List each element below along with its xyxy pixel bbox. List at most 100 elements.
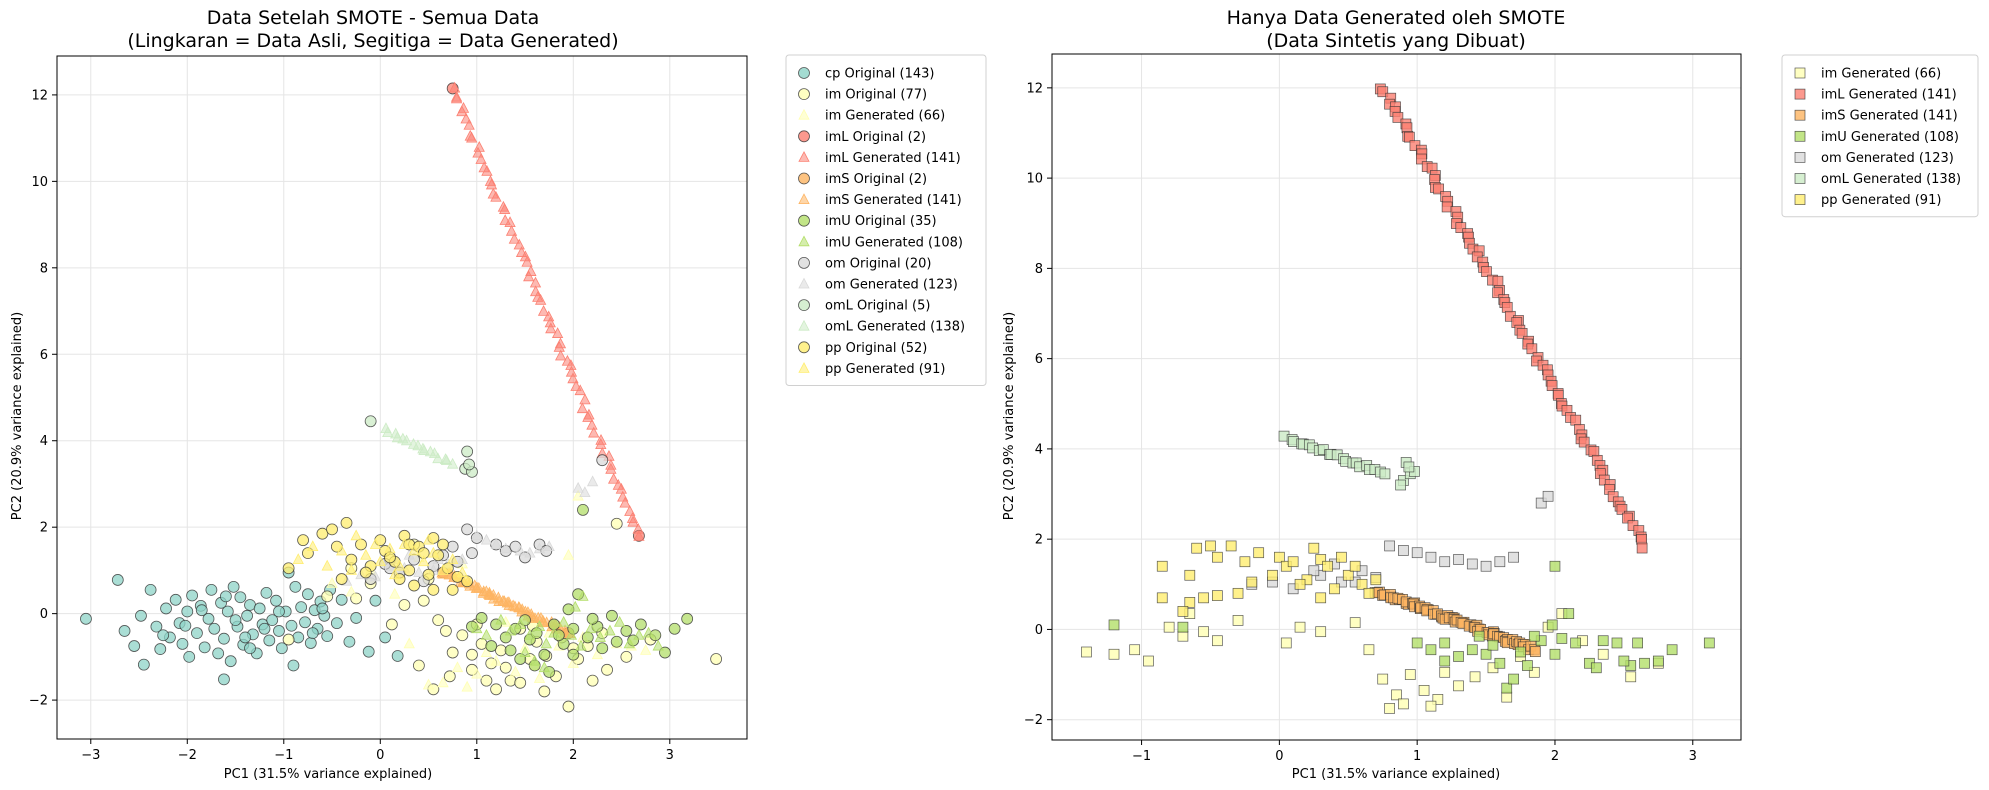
point-im-square bbox=[1404, 669, 1416, 680]
point-imU-square bbox=[1549, 648, 1561, 660]
point-pp-square bbox=[1336, 551, 1347, 563]
legend: cp Original (143) im Original (77) im Gene… bbox=[785, 54, 987, 386]
point-im-square bbox=[1384, 703, 1395, 714]
point-imL-square bbox=[1492, 275, 1504, 287]
legend: im Generated (66) imL Generated (141) imS … bbox=[1781, 54, 1979, 218]
legend-swatch-imU-square bbox=[1794, 130, 1806, 142]
point-imL-square bbox=[1636, 542, 1648, 554]
point-pp-square bbox=[1349, 560, 1361, 572]
point-omL-circle bbox=[463, 458, 475, 471]
point-imL-triangle bbox=[523, 270, 535, 282]
point-cp-circle bbox=[362, 645, 375, 658]
point-im-circle bbox=[480, 674, 493, 687]
point-pp-triangle bbox=[336, 544, 348, 556]
point-cp-circle bbox=[191, 627, 203, 639]
point-im-triangle bbox=[451, 661, 464, 673]
point-im-circle bbox=[412, 659, 425, 672]
point-cp-circle bbox=[270, 594, 282, 607]
point-om-square bbox=[1466, 558, 1478, 570]
point-imU-triangle bbox=[514, 618, 526, 629]
legend-label: imL Generated (141) bbox=[1821, 88, 1957, 103]
y-axis-label: PC2 (20.9% variance explained) bbox=[10, 312, 25, 520]
point-omL-triangle bbox=[382, 426, 394, 438]
point-cp-circle bbox=[260, 586, 273, 599]
point-pp-square bbox=[1156, 592, 1168, 604]
point-pp-circle bbox=[326, 523, 338, 536]
point-cp-circle bbox=[212, 647, 225, 660]
point-cp-circle bbox=[295, 601, 308, 614]
point-cp-circle bbox=[111, 574, 124, 586]
point-om-square bbox=[1480, 560, 1492, 572]
point-im-square bbox=[1432, 694, 1444, 705]
point-pp-square bbox=[1363, 587, 1375, 599]
point-cp-circle bbox=[160, 602, 172, 615]
point-imL-triangle bbox=[555, 349, 567, 361]
point-imU-triangle bbox=[585, 622, 597, 634]
y-tick-label: 12 bbox=[1026, 81, 1043, 96]
point-imU-triangle bbox=[471, 622, 483, 634]
legend-label: im Original (77) bbox=[825, 88, 927, 103]
point-imL-square bbox=[1403, 131, 1415, 143]
point-imL-triangle bbox=[456, 105, 468, 117]
point-cp-circle bbox=[379, 631, 392, 644]
point-imU-square bbox=[1556, 633, 1568, 644]
point-pp-square bbox=[1239, 556, 1251, 568]
point-imU-square bbox=[1570, 637, 1581, 649]
point-omL-triangle bbox=[418, 444, 430, 455]
point-imL-square bbox=[1501, 301, 1513, 313]
point-pp-triangle bbox=[398, 538, 411, 549]
point-im-square bbox=[1398, 698, 1409, 710]
point-om-triangle bbox=[369, 570, 382, 582]
point-imU-circle bbox=[485, 640, 498, 652]
point-imL-triangle bbox=[545, 322, 557, 334]
legend-label: im Generated (66) bbox=[825, 109, 945, 124]
point-imU-circle bbox=[668, 622, 681, 635]
point-imL-triangle bbox=[537, 305, 550, 316]
legend-label: imS Generated (141) bbox=[825, 193, 962, 208]
point-omL-square bbox=[1403, 461, 1415, 473]
legend-swatch-im-circle bbox=[798, 88, 810, 100]
point-pp-triangle bbox=[393, 559, 406, 571]
point-pp-circle bbox=[437, 538, 449, 551]
point-im-triangle bbox=[533, 672, 546, 683]
point-imU-square bbox=[1515, 646, 1526, 658]
point-imU-triangle bbox=[633, 628, 645, 640]
point-im-circle bbox=[440, 625, 452, 637]
legend-label: pp Original (52) bbox=[825, 341, 927, 356]
legend-swatch-imU-triangle bbox=[798, 235, 810, 247]
legend-swatch-om-triangle bbox=[798, 277, 810, 289]
point-cp-circle bbox=[198, 641, 211, 654]
x-tick-label: 1 bbox=[1413, 749, 1421, 764]
point-imL-square bbox=[1516, 328, 1528, 339]
x-tick-label: −3 bbox=[81, 748, 100, 763]
point-om-triangle bbox=[490, 538, 502, 549]
point-im-circle bbox=[490, 683, 502, 696]
point-imU-square bbox=[1546, 619, 1558, 631]
point-om-square bbox=[1535, 497, 1547, 509]
point-pp-circle bbox=[345, 553, 358, 566]
point-cp-circle bbox=[227, 580, 240, 593]
point-imU-triangle bbox=[594, 631, 606, 642]
point-cp-circle bbox=[273, 625, 285, 637]
legend-label: imU Generated (108) bbox=[1821, 130, 1959, 145]
point-pp-triangle bbox=[360, 548, 372, 560]
point-om-square bbox=[1508, 551, 1519, 563]
point-im-square bbox=[1597, 648, 1609, 660]
x-tick-label: 0 bbox=[376, 748, 384, 763]
point-pp-circle bbox=[335, 573, 348, 585]
x-tick-label: 0 bbox=[1275, 749, 1283, 764]
point-imU-triangle bbox=[604, 624, 616, 636]
point-pp-square bbox=[1253, 547, 1265, 559]
point-im-square bbox=[1143, 655, 1154, 667]
y-tick-label: 6 bbox=[1035, 352, 1043, 367]
point-im-circle bbox=[446, 646, 459, 659]
x-tick-label: −1 bbox=[274, 748, 293, 763]
point-cp-circle bbox=[266, 614, 279, 627]
point-imL-triangle bbox=[627, 515, 639, 527]
y-tick-label: −2 bbox=[29, 694, 48, 709]
point-omL-triangle bbox=[400, 434, 413, 446]
point-cp-circle bbox=[275, 642, 288, 655]
legend-box bbox=[1781, 54, 1979, 218]
point-cp-circle bbox=[316, 602, 329, 615]
point-imU-circle bbox=[586, 612, 599, 625]
